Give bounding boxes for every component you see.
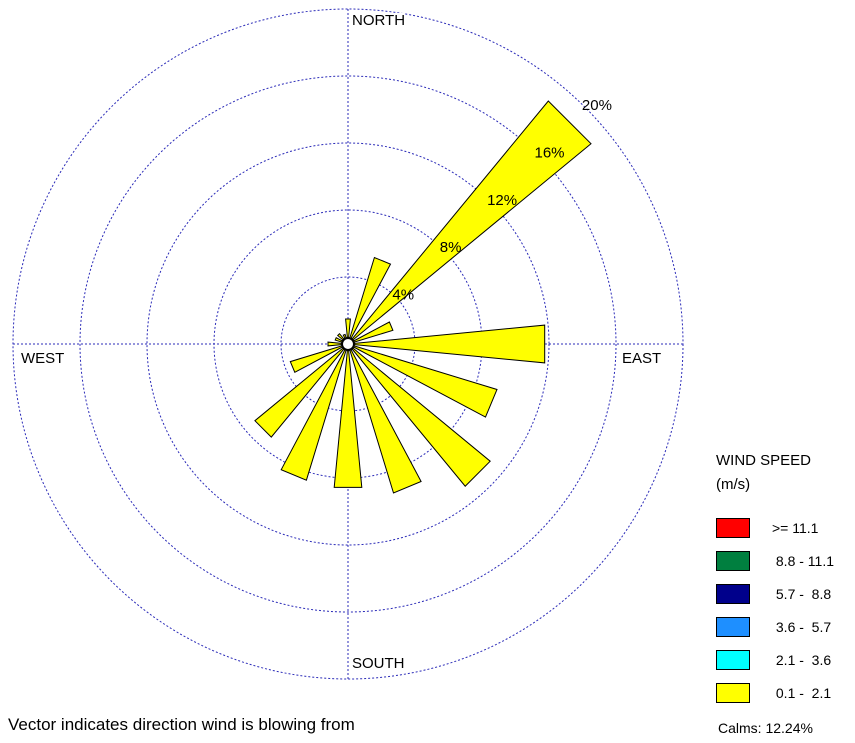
- legend-label: 3.6 - 5.7: [772, 619, 832, 635]
- ring-label-4: 4%: [392, 287, 414, 304]
- petal-WSW: [289, 343, 349, 373]
- petal-E: [347, 324, 546, 364]
- legend-swatch: [716, 617, 750, 637]
- legend-swatch: [716, 650, 750, 670]
- wind-petals: [254, 100, 592, 494]
- legend-swatch: [716, 683, 750, 703]
- legend-item: 3.6 - 5.7: [716, 617, 855, 639]
- legend-item: 8.8 - 11.1: [716, 551, 855, 573]
- petal-SSE: [347, 343, 422, 494]
- petal-SSW: [280, 343, 349, 481]
- petal-S: [333, 343, 363, 488]
- petal-ENE: [347, 321, 394, 345]
- ring-label-12: 12%: [487, 192, 517, 209]
- legend-item: >= 11.1: [716, 518, 855, 540]
- legend-label: 8.8 - 11.1: [772, 553, 835, 569]
- north-label: NORTH: [352, 12, 406, 29]
- legend-swatch: [716, 584, 750, 604]
- west-label: WEST: [21, 350, 65, 367]
- footnote: Vector indicates direction wind is blowi…: [8, 715, 355, 734]
- legend-item: 5.7 - 8.8: [716, 584, 855, 606]
- petal-W: [327, 341, 349, 347]
- calms-value: Calms: 12.24%: [718, 720, 813, 736]
- wind-speed-legend: WIND SPEED (m/s) >= 11.1 8.8 - 11.1 5.7 …: [716, 449, 851, 703]
- ring-label-16: 16%: [535, 145, 565, 162]
- ring-label-8: 8%: [440, 239, 462, 256]
- petal-SW: [254, 343, 349, 438]
- legend-label: 2.1 - 3.6: [772, 652, 832, 668]
- center-marker: [341, 337, 355, 351]
- petal-ESE: [347, 343, 498, 418]
- petal-N: [345, 318, 351, 345]
- legend-item: 0.1 - 2.1: [716, 683, 855, 705]
- legend-units: (m/s): [716, 476, 751, 493]
- legend-label: 0.1 - 2.1: [772, 685, 832, 701]
- ring-labels: 4% 8% 12% 16% 20%: [392, 97, 612, 304]
- east-label: EAST: [622, 350, 662, 367]
- ring-16pct: [79, 75, 617, 613]
- south-label: SOUTH: [352, 655, 405, 672]
- petal-NNE: [347, 256, 392, 345]
- petal-NE: [347, 100, 592, 345]
- legend-title: WIND SPEED: [716, 452, 812, 469]
- legend-item: 2.1 - 3.6: [716, 650, 855, 672]
- petal-SE: [347, 343, 491, 487]
- ring-label-20: 20%: [582, 97, 612, 114]
- legend-swatch: [716, 518, 750, 538]
- legend-label: 5.7 - 8.8: [772, 586, 832, 602]
- legend-label: >= 11.1: [772, 520, 819, 536]
- legend-swatch: [716, 551, 750, 571]
